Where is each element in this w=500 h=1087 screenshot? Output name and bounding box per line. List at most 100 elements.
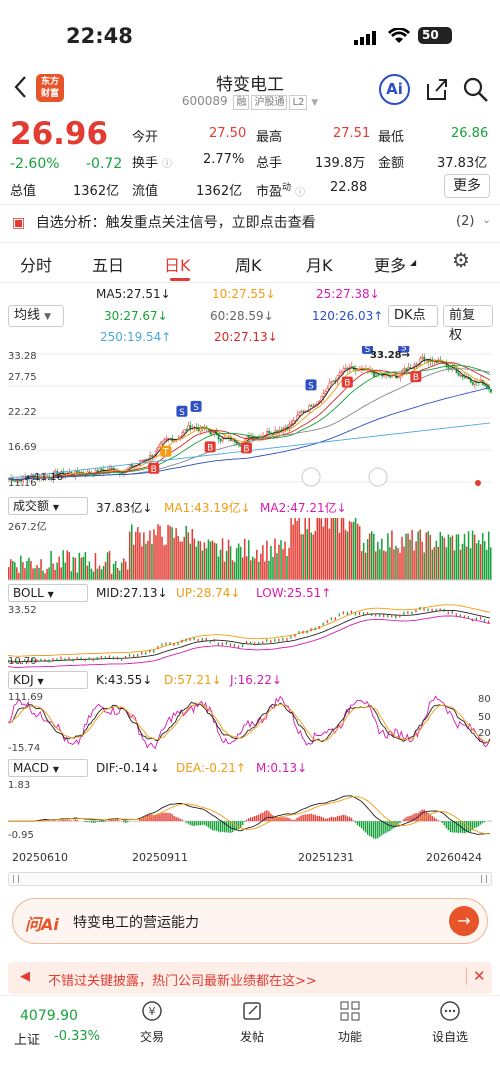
boll-candle [169, 642, 171, 646]
scrollbar-handle-right[interactable] [481, 875, 487, 883]
macd-bar [205, 821, 208, 826]
boll-candle [403, 611, 405, 615]
volume-bar [415, 541, 417, 580]
macd-bar [320, 816, 322, 822]
volume-bar [328, 528, 331, 580]
price-axis-bottom: 11.16 [8, 478, 37, 489]
ai-button[interactable]: Ai [379, 74, 410, 105]
candle-body [302, 411, 305, 413]
more-button[interactable]: 更多 [444, 174, 490, 198]
volume-bar [18, 572, 20, 580]
dropdown-icon[interactable]: ▼ [311, 98, 319, 108]
tab-daily[interactable]: 日K [164, 256, 191, 275]
volume-bar [421, 541, 423, 580]
ma10-label: 10:27.55↓ [212, 287, 276, 301]
tab-weekly[interactable]: 周K [235, 256, 262, 275]
macd-bar [334, 817, 337, 822]
volume-ma2: MA2:47.21亿↓ [260, 501, 347, 515]
boll-candle [177, 642, 179, 646]
volume-bar [467, 531, 470, 580]
scrollbar-handle-left[interactable] [13, 875, 19, 883]
info-icon[interactable]: ⓘ [295, 187, 306, 199]
macd-bar [157, 814, 159, 822]
search-icon[interactable] [462, 76, 490, 108]
boll-candle [64, 658, 66, 662]
tab-five-day[interactable]: 五日 [92, 256, 125, 275]
notice-banner[interactable]: ◀ 不错过关键披露，热门公司最新业绩都在这>> ✕ [8, 962, 492, 994]
close-icon[interactable]: ✕ [466, 967, 486, 985]
boll-candle [483, 619, 486, 623]
candle-body [465, 376, 468, 379]
boll-candle [362, 612, 365, 616]
boll-candle [366, 612, 369, 616]
kdj-indicator-selector[interactable]: KDJ ▼ [8, 671, 88, 689]
analysis-banner[interactable]: ▣ 自选分析：触发重点关注信号，立即点击查看 (2) ⌄ [12, 212, 492, 236]
share-icon[interactable] [424, 76, 450, 106]
macd-dif-line [8, 795, 490, 835]
macd-bar [371, 821, 373, 838]
nav-watchlist[interactable]: 设自选 [431, 1030, 468, 1044]
macd-bar [326, 818, 329, 822]
volume-bar [102, 566, 105, 580]
volume-indicator-selector[interactable]: 成交额 ▼ [8, 497, 88, 515]
macd-bar [169, 813, 171, 822]
macd-bar [411, 815, 413, 822]
kdj-chart[interactable] [0, 690, 500, 756]
ma-selector[interactable]: 均线 ▼ [8, 305, 64, 327]
logo-text-1: 东方 [40, 77, 59, 87]
tab-more[interactable]: 更多 [374, 256, 407, 275]
macd-bar [421, 809, 423, 822]
kline-chart[interactable]: BTS SB BS BS SB [0, 346, 500, 494]
change-percent: -2.60% [10, 156, 60, 172]
volume-bar [60, 567, 62, 580]
ask-ai-bar[interactable]: 问Ai 特变电工的营运能力 → [12, 898, 488, 944]
chevron-down-icon: ▼ [44, 312, 52, 322]
nav-post[interactable]: 发帖 [239, 1030, 264, 1044]
volume-bar [393, 549, 395, 580]
macd-indicator-selector[interactable]: MACD ▼ [8, 759, 88, 777]
tab-intraday[interactable]: 分时 [20, 256, 53, 275]
volume-bar [274, 538, 276, 580]
info-icon[interactable]: ⓘ [162, 159, 173, 170]
volume-bar [211, 540, 214, 580]
signal-marker-text: T [162, 448, 169, 458]
volume-bar [78, 552, 81, 580]
macd-bar [264, 811, 266, 822]
boll-candle [286, 637, 288, 641]
index-value[interactable]: 4079.90 [20, 1008, 78, 1024]
macd-bar [173, 815, 175, 822]
boll-candle [383, 614, 385, 618]
dk-button[interactable]: DK点 [388, 305, 438, 327]
volume-bar [62, 550, 64, 580]
volume-chart[interactable] [0, 514, 500, 582]
boll-chart[interactable] [0, 602, 500, 668]
margin-tag: 融 [233, 95, 250, 110]
adjust-button[interactable]: 前复权 [443, 305, 493, 343]
chart-scrollbar[interactable] [8, 872, 492, 886]
volume-bar [469, 548, 472, 580]
boll-candle [161, 643, 163, 647]
macd-bar [171, 814, 173, 822]
volume-bar [413, 550, 415, 580]
candle-body [332, 380, 335, 382]
candle-body [427, 359, 430, 362]
macd-dea-line [8, 796, 490, 835]
macd-chart[interactable] [0, 777, 500, 847]
back-icon[interactable] [12, 74, 28, 106]
candle-body [163, 439, 166, 442]
volume-bar [86, 565, 89, 580]
macd-bar [298, 816, 300, 822]
volume-bar [26, 560, 28, 580]
tab-monthly[interactable]: 月K [306, 256, 333, 275]
svg-text:¥: ¥ [149, 1005, 156, 1018]
boll-indicator-selector[interactable]: BOLL ▼ [8, 584, 88, 602]
signal-marker-text: S [308, 381, 314, 391]
gear-icon[interactable]: ⚙ [452, 248, 470, 272]
nav-functions[interactable]: 功能 [337, 1030, 362, 1044]
arrow-right-icon[interactable]: → [449, 906, 479, 936]
macd-bar [368, 821, 371, 837]
nav-trade[interactable]: 交易 [139, 1030, 164, 1044]
candle-body [149, 455, 152, 461]
volume-bar [30, 560, 32, 580]
candle-body [130, 464, 133, 467]
